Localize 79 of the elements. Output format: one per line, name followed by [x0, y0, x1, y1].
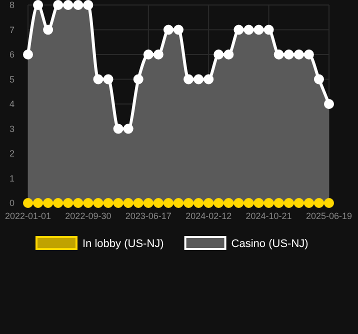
point: [153, 198, 164, 208]
y-tick-label: 6: [9, 50, 15, 60]
x-tick-label: 2022-01-01: [4, 211, 52, 221]
point: [284, 198, 294, 208]
point: [174, 24, 184, 35]
point: [214, 198, 224, 208]
legend-label: Casino (US-NJ): [231, 238, 308, 250]
y-tick-label: 4: [9, 99, 15, 110]
point: [274, 50, 284, 60]
point: [294, 198, 304, 208]
point: [254, 24, 264, 35]
point: [63, 198, 74, 208]
point: [43, 24, 54, 35]
point: [113, 198, 124, 208]
point: [264, 24, 274, 35]
y-tick-label: 3: [9, 124, 15, 134]
point: [163, 24, 174, 35]
point: [23, 198, 33, 208]
point: [153, 50, 164, 60]
point: [274, 198, 284, 208]
point: [133, 198, 144, 208]
y-tick-label: 0: [9, 198, 15, 208]
point: [143, 198, 154, 208]
point: [53, 0, 64, 10]
y-tick-label: 1: [9, 173, 15, 184]
point: [83, 198, 94, 208]
point: [244, 198, 254, 208]
x-tick-label: 2024-02-12: [186, 211, 232, 221]
point: [294, 50, 304, 60]
point: [103, 74, 114, 84]
point: [234, 24, 244, 35]
point: [304, 198, 314, 208]
point: [184, 74, 194, 84]
x-tick-label: 2024-10-21: [246, 211, 292, 221]
point: [244, 24, 254, 35]
point: [163, 198, 174, 208]
point: [264, 198, 274, 208]
point: [93, 198, 104, 208]
point: [304, 50, 314, 60]
point: [194, 198, 204, 208]
x-tick-label: 2022-09-30: [65, 211, 112, 221]
point: [33, 0, 44, 10]
point: [204, 198, 214, 208]
point: [214, 50, 224, 60]
y-tick-label: 8: [9, 0, 15, 10]
point: [53, 198, 64, 208]
point: [234, 198, 244, 208]
point: [43, 198, 54, 208]
point: [314, 74, 324, 84]
legend-label: In lobby (US-NJ): [82, 238, 164, 250]
x-tick-label: 2025-06-19: [306, 211, 352, 221]
point: [254, 198, 264, 208]
point: [324, 99, 334, 109]
point: [73, 198, 84, 208]
point: [284, 50, 294, 60]
point: [143, 50, 154, 60]
point: [324, 198, 334, 208]
point: [133, 74, 144, 84]
point: [23, 50, 33, 60]
point: [194, 74, 204, 84]
y-tick-label: 5: [9, 74, 15, 84]
point: [103, 198, 114, 208]
point: [174, 198, 184, 208]
y-tick-label: 2: [9, 148, 15, 159]
point: [73, 0, 84, 10]
point: [113, 124, 124, 134]
y-tick-label: 7: [9, 24, 15, 35]
point: [83, 0, 94, 10]
point: [204, 74, 214, 84]
point: [184, 198, 194, 208]
point: [314, 198, 324, 208]
point: [123, 198, 134, 208]
point: [224, 198, 234, 208]
point: [224, 50, 234, 60]
point: [33, 198, 44, 208]
point: [93, 74, 104, 84]
point: [63, 0, 74, 10]
x-tick-label: 2023-06-17: [125, 211, 172, 221]
point: [123, 124, 134, 134]
